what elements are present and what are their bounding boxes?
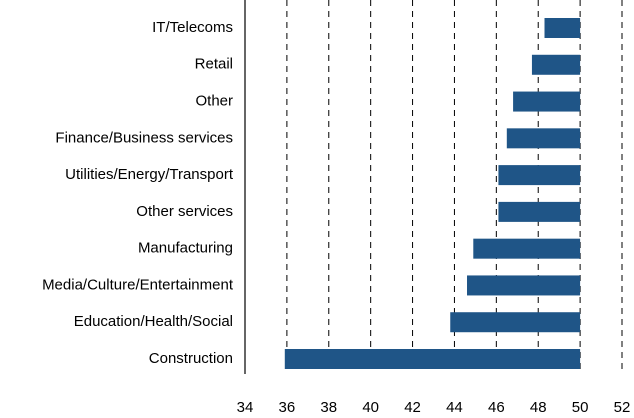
- x-tick-label: 40: [362, 399, 379, 416]
- x-tick-label: 46: [488, 399, 505, 416]
- y-tick-label: Finance/Business services: [55, 129, 233, 146]
- x-tick-label: 44: [446, 399, 463, 416]
- x-tick-label: 38: [320, 399, 337, 416]
- x-tick-label: 52: [614, 399, 631, 416]
- y-tick-label: Construction: [149, 350, 233, 367]
- y-tick-label: Education/Health/Social: [74, 313, 233, 330]
- bar: [284, 349, 581, 369]
- y-tick-label: IT/Telecoms: [152, 19, 233, 36]
- y-tick-label: Other services: [136, 203, 233, 220]
- bar: [467, 275, 581, 296]
- x-tick-label: 50: [572, 399, 589, 416]
- bar: [506, 128, 581, 149]
- x-tick-label: 34: [237, 399, 254, 416]
- y-tick-label: Retail: [195, 56, 233, 73]
- bar: [473, 238, 581, 259]
- bar: [498, 165, 581, 186]
- bar: [513, 91, 581, 112]
- y-tick-label: Utilities/Energy/Transport: [65, 166, 234, 183]
- bar: [498, 201, 581, 222]
- x-tick-label: 36: [279, 399, 296, 416]
- x-tick-label: 42: [404, 399, 421, 416]
- x-tick-label: 48: [530, 399, 547, 416]
- y-tick-label: Media/Culture/Entertainment: [42, 276, 234, 293]
- bar: [544, 18, 581, 38]
- bar: [450, 312, 581, 333]
- bar: [531, 54, 581, 75]
- y-tick-label: Manufacturing: [138, 240, 233, 257]
- y-tick-label: Other: [195, 93, 233, 110]
